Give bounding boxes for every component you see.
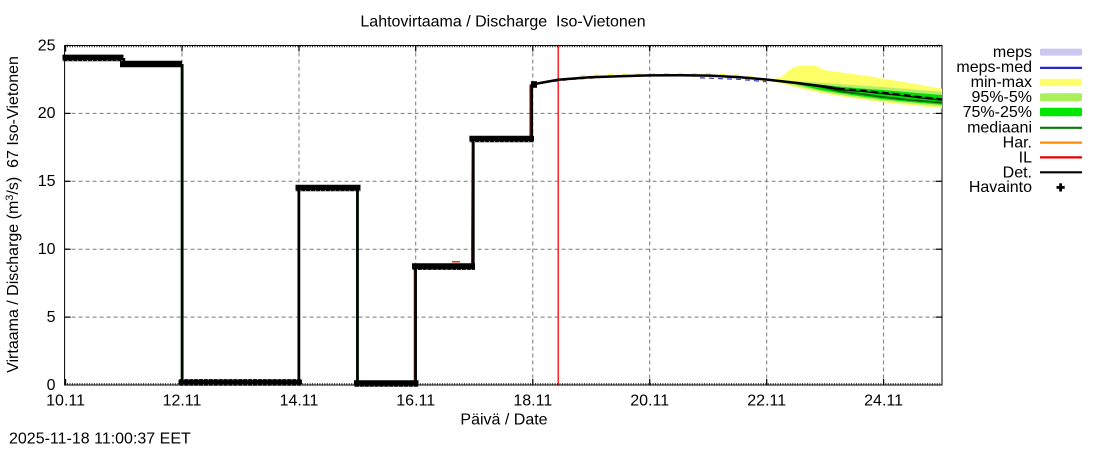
svg-text:14.11: 14.11 — [280, 393, 319, 410]
svg-text:meps-med: meps-med — [956, 59, 1032, 76]
svg-text:10: 10 — [33, 241, 55, 258]
svg-text:Virtaama / Discharge (m3/s) 6: Virtaama / Discharge (m3/s) 67 Iso-Vieto… — [4, 56, 22, 373]
svg-text:Har.: Har. — [1003, 134, 1032, 151]
svg-text:Det.: Det. — [1003, 165, 1032, 182]
svg-text:15: 15 — [33, 173, 55, 190]
svg-text:min-max: min-max — [971, 74, 1032, 91]
svg-text:mediaani: mediaani — [967, 119, 1032, 136]
svg-text:5: 5 — [42, 309, 55, 326]
svg-text:25: 25 — [33, 37, 55, 54]
svg-text:18.11: 18.11 — [513, 393, 552, 410]
svg-text:22.11: 22.11 — [747, 393, 786, 410]
svg-text:Havainto: Havainto — [969, 179, 1032, 196]
svg-text:Päivä / Date: Päivä / Date — [460, 412, 547, 429]
svg-text:meps: meps — [993, 44, 1032, 61]
svg-text:Lahtovirtaama / Discharge Iso: Lahtovirtaama / Discharge Iso-Vietonen — [360, 14, 645, 31]
svg-text:20.11: 20.11 — [630, 393, 669, 410]
svg-text:12.11: 12.11 — [163, 393, 202, 410]
svg-text:24.11: 24.11 — [864, 393, 903, 410]
svg-text:IL: IL — [1019, 150, 1032, 167]
svg-text:20: 20 — [33, 105, 55, 122]
svg-text:0: 0 — [42, 377, 55, 394]
svg-text:16.11: 16.11 — [396, 393, 435, 410]
svg-text:10.11: 10.11 — [46, 393, 85, 410]
svg-text:75%-25%: 75%-25% — [963, 104, 1032, 121]
svg-text:2025-11-18 11:00:37 EET: 2025-11-18 11:00:37 EET — [9, 431, 191, 448]
svg-text:95%-5%: 95%-5% — [972, 89, 1032, 106]
